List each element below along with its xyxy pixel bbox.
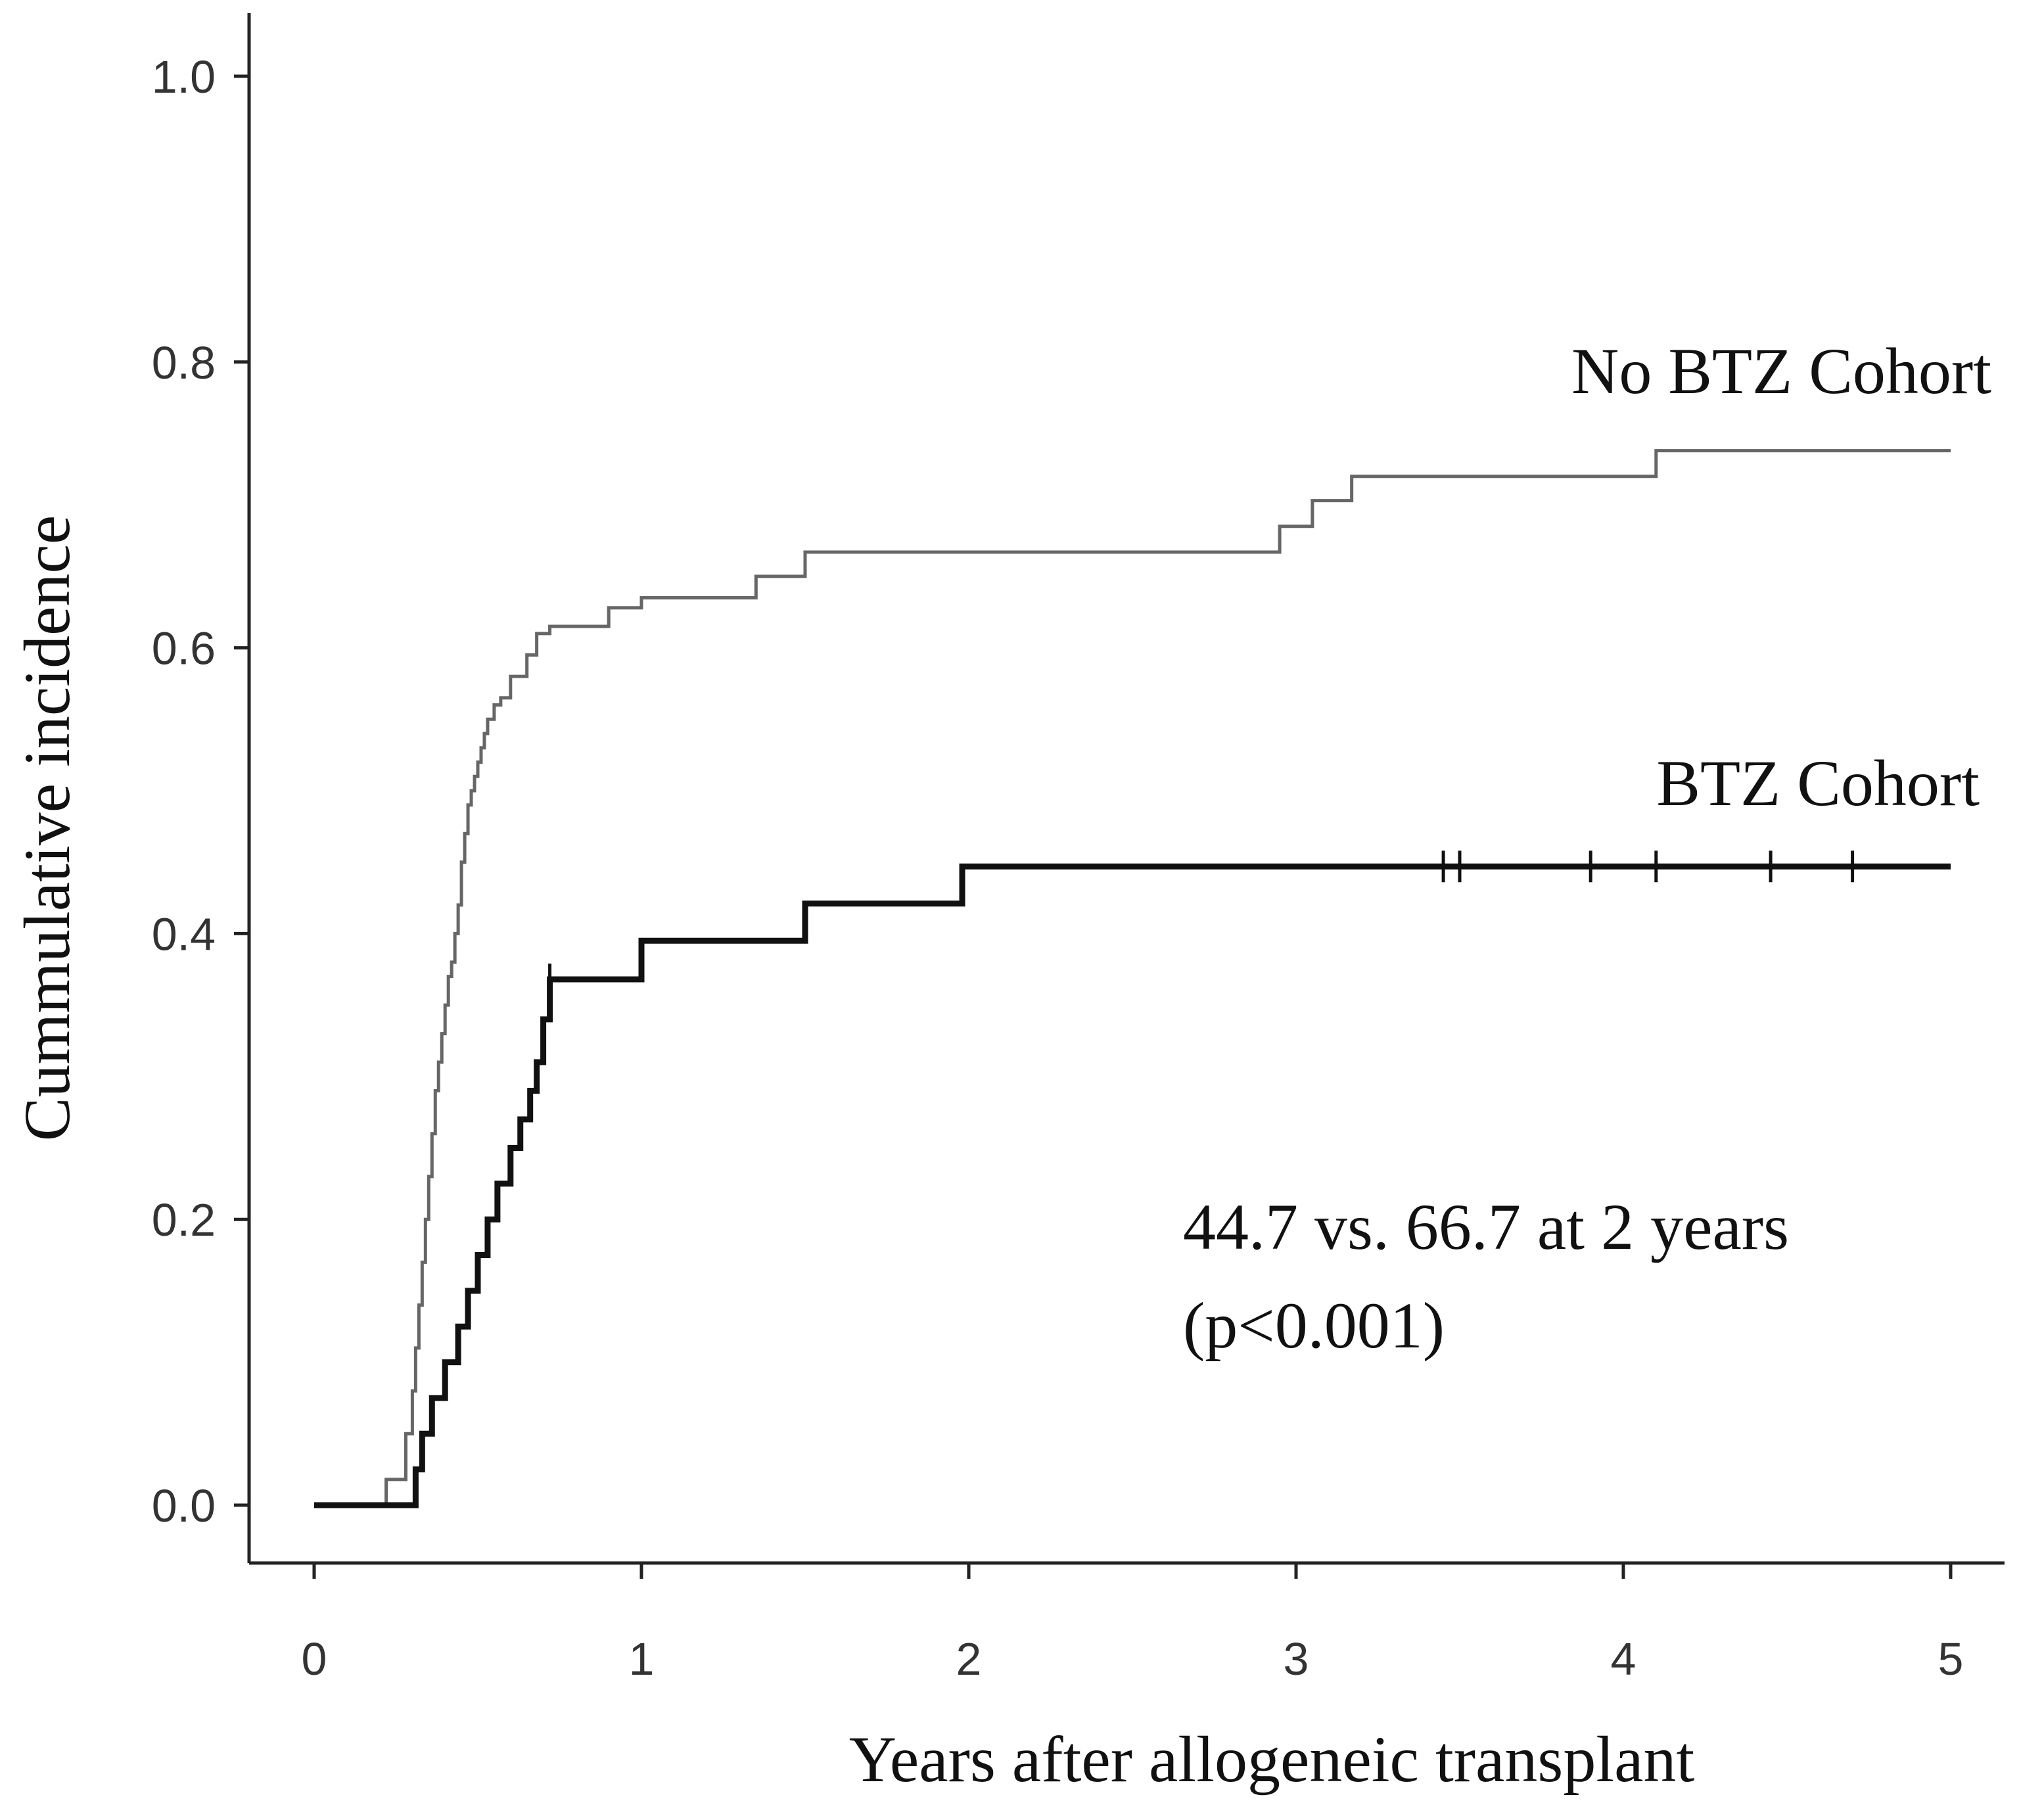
annotation-p-value: (p<0.001) <box>1183 1289 1445 1362</box>
x-ticks: 0 1 2 3 4 5 <box>302 1563 1964 1685</box>
x-axis-label: Years after allogeneic transplant <box>849 1723 1695 1796</box>
y-tick-label: 1.0 <box>152 51 216 103</box>
x-tick-label: 4 <box>1611 1633 1636 1685</box>
series-layer <box>314 449 1951 1508</box>
series-label-no-btz-cohort: No BTZ Cohort <box>1571 335 1991 408</box>
series-line-no-btz-cohort <box>314 449 1951 1507</box>
x-tick-label: 5 <box>1938 1633 1964 1685</box>
x-tick-label: 1 <box>629 1633 655 1685</box>
y-ticks: 0.0 0.2 0.4 0.6 0.8 1.0 <box>152 51 249 1531</box>
x-tick-label: 3 <box>1284 1633 1309 1685</box>
y-tick-label: 0.4 <box>152 908 216 960</box>
y-tick-label: 0.2 <box>152 1194 216 1246</box>
y-tick-label: 0.6 <box>152 623 216 674</box>
censor-layer <box>548 851 1855 995</box>
annotation-comparison: 44.7 vs. 66.7 at 2 years <box>1183 1190 1789 1263</box>
x-tick-label: 2 <box>956 1633 982 1685</box>
y-tick-label: 0.0 <box>152 1480 216 1531</box>
x-tick-label: 0 <box>302 1633 327 1685</box>
series-label-btz-cohort: BTZ Cohort <box>1656 747 1980 820</box>
y-tick-label: 0.8 <box>152 337 216 388</box>
y-axis-label: Cummulative incidence <box>11 515 83 1142</box>
series-line-btz-cohort <box>314 863 1951 1508</box>
axes <box>247 13 2005 1565</box>
